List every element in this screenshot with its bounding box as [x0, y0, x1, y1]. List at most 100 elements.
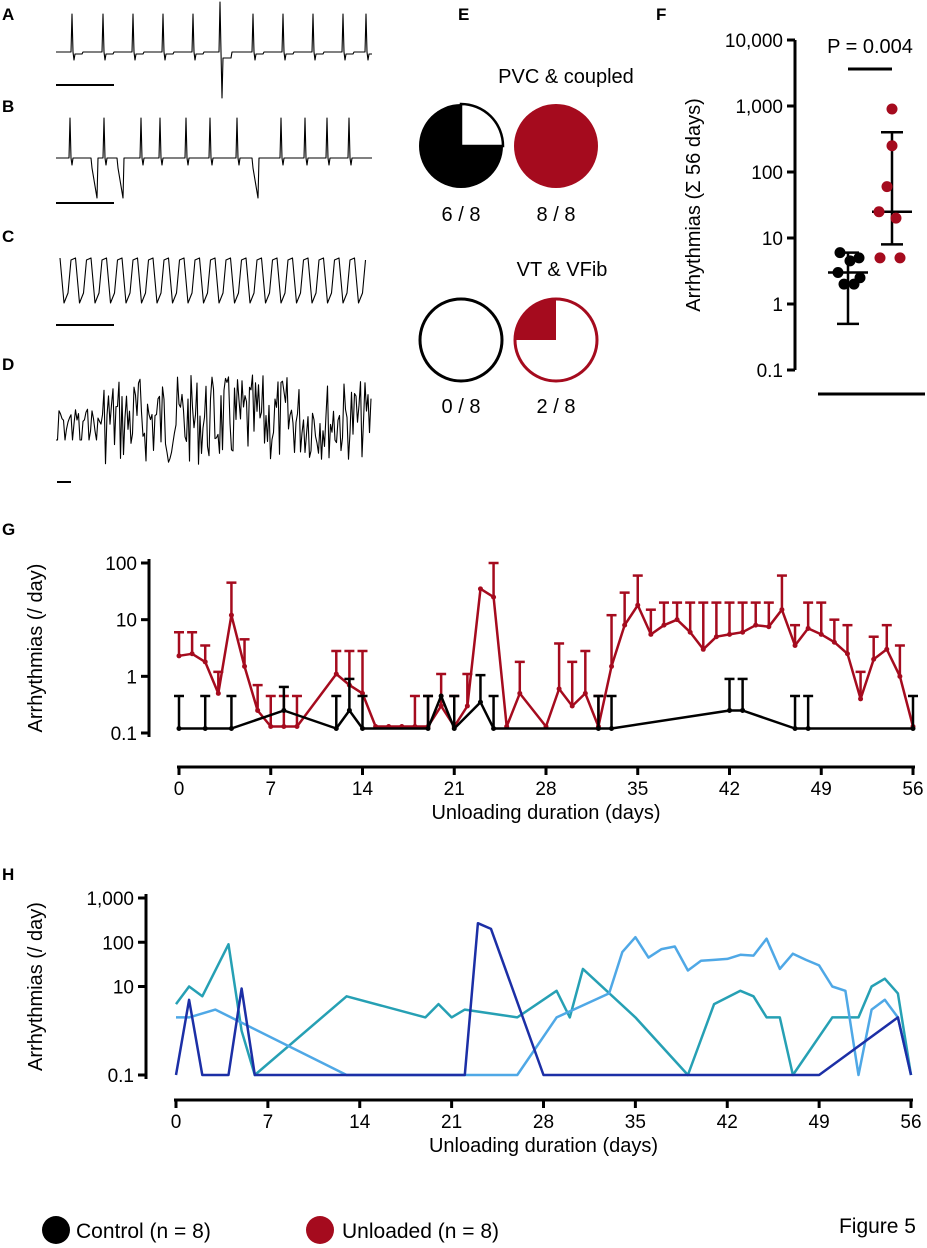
panelG-x-tick-label: 0 [174, 779, 185, 800]
panelG-x-tick-label: 28 [535, 779, 556, 800]
panelH-x-tick-label: 21 [441, 1112, 462, 1133]
g-point [346, 707, 352, 713]
f-y-tick-label: 0.1 [757, 361, 783, 382]
g-point [687, 629, 693, 635]
f-point [886, 103, 898, 115]
panelG-x-tick-label: 49 [811, 779, 832, 800]
g-point [333, 671, 339, 677]
panel-h-chart: 0.1 10 100 1,000 0 7 14 21 28 35 42 49 56 Unloading d… [25, 889, 922, 1157]
panelH-x-tick-label: 28 [533, 1112, 554, 1133]
g-point [661, 622, 667, 628]
g-point [491, 594, 497, 600]
g-point [897, 673, 903, 679]
g-point [176, 726, 182, 732]
g-point [189, 651, 195, 657]
pie-pvc-unloaded [514, 104, 598, 188]
g-point [844, 651, 850, 657]
pie-vt-control [418, 297, 504, 383]
g-point [858, 696, 864, 702]
f-y-tick-label: 10,000 [725, 31, 783, 52]
panel-label-b: B [2, 97, 14, 116]
panelH-x-tick-label: 35 [625, 1112, 646, 1133]
g-point [176, 653, 182, 659]
g-point [517, 690, 523, 696]
f-y-tick-label: 1 [772, 295, 783, 316]
panelG-x-tick-label: 35 [627, 779, 648, 800]
ecg-line [59, 257, 367, 304]
panel-label-f: F [656, 5, 666, 24]
panelH-x-tick-label: 56 [900, 1112, 921, 1133]
f-point [834, 247, 846, 259]
f-y-axis-title: Arrhythmias (Σ 56 days) [683, 98, 705, 312]
legend-control-marker [42, 1216, 70, 1244]
g-point [609, 663, 615, 669]
ecg-trace-c [59, 257, 367, 304]
legend-unloaded-marker [306, 1216, 334, 1244]
ecg-trace-d [56, 374, 372, 465]
h-series-line-1 [176, 935, 913, 1077]
panel-g-chart: 0.1 1 10 100 0 7 14 21 28 35 42 49 56 Unloading durat… [25, 554, 924, 824]
f-point [873, 206, 885, 218]
g-point [713, 634, 719, 640]
panel-f-chart: 0.1 1 10 100 1,000 10,000 Arrhythmias (Σ 56 da… [683, 31, 912, 382]
ecg-trace-a [56, 1, 372, 99]
g-point [700, 646, 706, 652]
g-point [294, 724, 300, 730]
panelG-x-tick-label: 14 [352, 779, 374, 800]
panel-label-g: G [2, 520, 15, 539]
f-point [848, 278, 860, 290]
vt-title: VT & VFib [517, 259, 608, 281]
panelH-y-tick-label: 1,000 [86, 889, 134, 910]
g-point [451, 726, 457, 732]
pvc-control-count: 6 / 8 [442, 204, 481, 226]
f-pvalue: P = 0.004 [827, 36, 913, 58]
panelG-x-tick-label: 21 [444, 779, 465, 800]
g-point [635, 602, 641, 608]
pie-vt-unloaded-slice [515, 299, 556, 340]
g-point [215, 690, 221, 696]
panel-label-c: C [2, 227, 14, 246]
g-point [202, 726, 208, 732]
g-point [438, 693, 444, 699]
panel-label-a: A [2, 5, 14, 24]
ecg-line [56, 374, 372, 465]
panelG-x-tick-label: 7 [265, 779, 276, 800]
g-point [360, 726, 365, 732]
g-series-line-unloaded [178, 587, 915, 728]
g-point [281, 724, 287, 730]
h-series-line-0 [174, 943, 913, 1077]
g-point [556, 686, 562, 692]
g-point [753, 622, 759, 628]
panelH-y-tick-label: 0.1 [108, 1066, 134, 1087]
g-point [648, 631, 654, 637]
g-point [202, 659, 208, 665]
f-point [874, 252, 886, 264]
f-point [838, 278, 850, 290]
g-point [779, 607, 785, 613]
g-point [477, 699, 483, 705]
ecg-trace-b [56, 117, 372, 199]
g-point [228, 726, 234, 732]
panel-label-d: D [2, 355, 14, 374]
panelG-x-tick-label: 56 [902, 779, 923, 800]
pvc-unloaded-count: 8 / 8 [537, 204, 576, 226]
figure-label: Figure 5 [839, 1215, 916, 1238]
g-point [740, 629, 746, 635]
panel-label-e: E [458, 5, 469, 24]
vt-control-count: 0 / 8 [442, 396, 481, 418]
g-point [255, 707, 261, 713]
panelH-x-axis-title: Unloading duration (days) [429, 1135, 658, 1157]
h-series-line-2 [174, 921, 913, 1077]
g-point [228, 612, 234, 618]
f-y-tick-label: 100 [751, 163, 783, 184]
vt-unloaded-count: 2 / 8 [537, 396, 576, 418]
ecg-line [56, 117, 372, 199]
g-point [871, 656, 877, 662]
panelH-x-tick-label: 49 [809, 1112, 830, 1133]
g-point [268, 724, 274, 730]
panelG-x-axis-title: Unloading duration (days) [431, 802, 660, 824]
f-y-tick-label: 10 [762, 229, 783, 250]
panelH-y-tick-label: 100 [102, 933, 134, 954]
g-point [831, 639, 837, 645]
